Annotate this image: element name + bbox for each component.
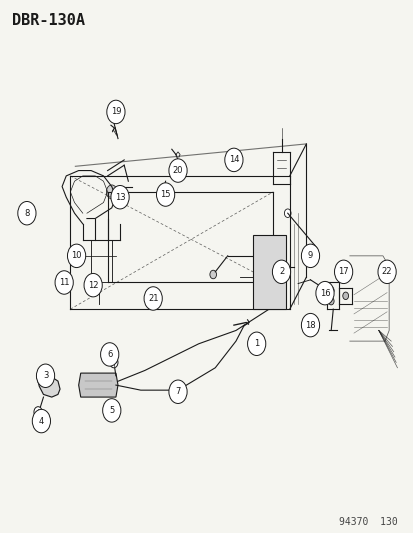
Circle shape xyxy=(169,380,187,403)
Text: 21: 21 xyxy=(147,294,158,303)
Polygon shape xyxy=(252,235,285,309)
Text: 8: 8 xyxy=(24,209,29,217)
Circle shape xyxy=(111,185,129,209)
Circle shape xyxy=(272,260,290,284)
Circle shape xyxy=(328,297,333,305)
Circle shape xyxy=(106,185,117,199)
Circle shape xyxy=(32,409,50,433)
Text: DBR-130A: DBR-130A xyxy=(12,13,85,28)
Circle shape xyxy=(209,270,216,279)
Text: 10: 10 xyxy=(71,252,82,260)
Text: 20: 20 xyxy=(172,166,183,175)
Circle shape xyxy=(55,271,73,294)
Text: 17: 17 xyxy=(337,268,348,276)
Circle shape xyxy=(315,281,333,305)
Text: 19: 19 xyxy=(110,108,121,116)
Text: 16: 16 xyxy=(319,289,330,297)
Circle shape xyxy=(328,287,333,294)
Text: 18: 18 xyxy=(304,321,315,329)
Circle shape xyxy=(144,287,162,310)
Circle shape xyxy=(109,357,118,368)
Circle shape xyxy=(224,148,242,172)
Text: 94370  130: 94370 130 xyxy=(338,516,396,527)
Polygon shape xyxy=(78,373,118,397)
Circle shape xyxy=(102,399,121,422)
Text: 6: 6 xyxy=(107,350,112,359)
Text: 7: 7 xyxy=(175,387,180,396)
Circle shape xyxy=(301,244,319,268)
Text: 12: 12 xyxy=(88,281,98,289)
Circle shape xyxy=(67,244,85,268)
Text: 11: 11 xyxy=(59,278,69,287)
Circle shape xyxy=(284,209,290,217)
Text: 2: 2 xyxy=(278,268,283,276)
Polygon shape xyxy=(37,376,60,397)
Text: 15: 15 xyxy=(160,190,171,199)
Circle shape xyxy=(36,364,55,387)
Circle shape xyxy=(18,201,36,225)
Circle shape xyxy=(247,332,265,356)
Text: 14: 14 xyxy=(228,156,239,164)
Text: 5: 5 xyxy=(109,406,114,415)
Circle shape xyxy=(342,292,348,300)
Circle shape xyxy=(334,260,352,284)
Circle shape xyxy=(169,159,187,182)
Text: 22: 22 xyxy=(381,268,392,276)
Circle shape xyxy=(301,313,319,337)
Circle shape xyxy=(100,343,119,366)
Text: 4: 4 xyxy=(39,417,44,425)
Circle shape xyxy=(156,183,174,206)
Text: 9: 9 xyxy=(307,252,312,260)
Text: 13: 13 xyxy=(114,193,125,201)
Circle shape xyxy=(377,260,395,284)
Circle shape xyxy=(34,407,42,417)
Text: 3: 3 xyxy=(43,372,48,380)
Circle shape xyxy=(107,100,125,124)
Circle shape xyxy=(84,273,102,297)
Text: 1: 1 xyxy=(254,340,259,348)
